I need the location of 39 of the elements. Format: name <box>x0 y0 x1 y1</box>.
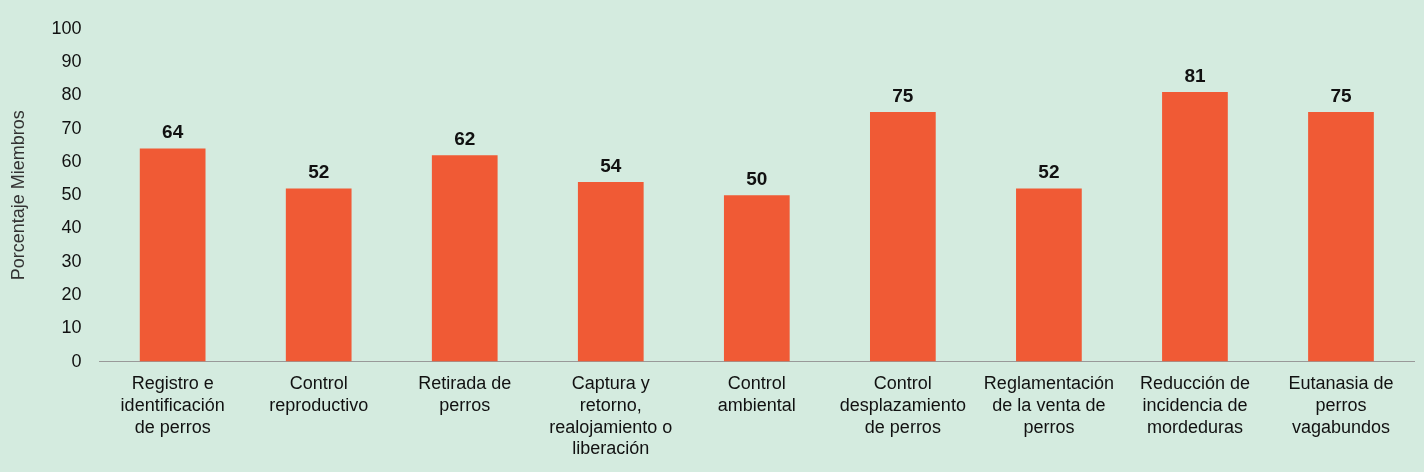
data-label: 81 <box>1184 64 1206 86</box>
x-tick-label: Control desplazamiento de perros <box>839 373 966 437</box>
y-tick-label: 50 <box>61 184 82 205</box>
bar <box>1162 92 1228 362</box>
bar <box>139 148 206 362</box>
x-tick-label: Control reproductivo <box>269 373 369 415</box>
bar <box>870 112 936 362</box>
bar <box>577 181 644 362</box>
bar <box>431 155 498 362</box>
y-tick-label: 10 <box>61 317 82 338</box>
y-tick-label: 80 <box>61 84 82 105</box>
y-tick-label: 30 <box>61 250 82 271</box>
y-tick-label: 100 <box>51 17 82 38</box>
y-tick-label: 0 <box>71 350 82 371</box>
x-tick-label: Eutanasia de perros vagabundos <box>1288 373 1394 437</box>
data-label: 50 <box>746 167 768 189</box>
x-tick-label: Reducción de incidencia de mordeduras <box>1139 373 1250 437</box>
x-tick-label: Reglamentación de la venta de perros <box>983 373 1114 437</box>
x-tick-label: Registro e identificación de perros <box>120 373 225 437</box>
bar <box>285 188 352 362</box>
data-label: 75 <box>1330 84 1352 106</box>
bar <box>1308 112 1374 362</box>
y-tick-label: 70 <box>61 117 82 138</box>
data-label: 52 <box>1038 161 1060 183</box>
y-axis-title: Porcentaje Miembros <box>7 110 28 281</box>
y-tick-label: 60 <box>61 150 82 171</box>
y-tick-label: 40 <box>61 217 82 238</box>
data-label: 54 <box>600 154 622 176</box>
data-label: 52 <box>308 161 330 183</box>
x-tick-label: Captura y retorno, realojamiento o liberación <box>549 373 673 459</box>
x-tick-label: Retirada de perros <box>418 373 512 415</box>
y-tick-label: 20 <box>61 284 82 305</box>
data-label: 75 <box>892 84 914 106</box>
bar <box>723 195 790 362</box>
data-label: 62 <box>454 128 476 149</box>
bar <box>1016 188 1082 362</box>
data-label: 64 <box>162 121 184 143</box>
x-tick-label: Control ambiental <box>717 373 796 415</box>
y-tick-label: 90 <box>61 51 82 72</box>
